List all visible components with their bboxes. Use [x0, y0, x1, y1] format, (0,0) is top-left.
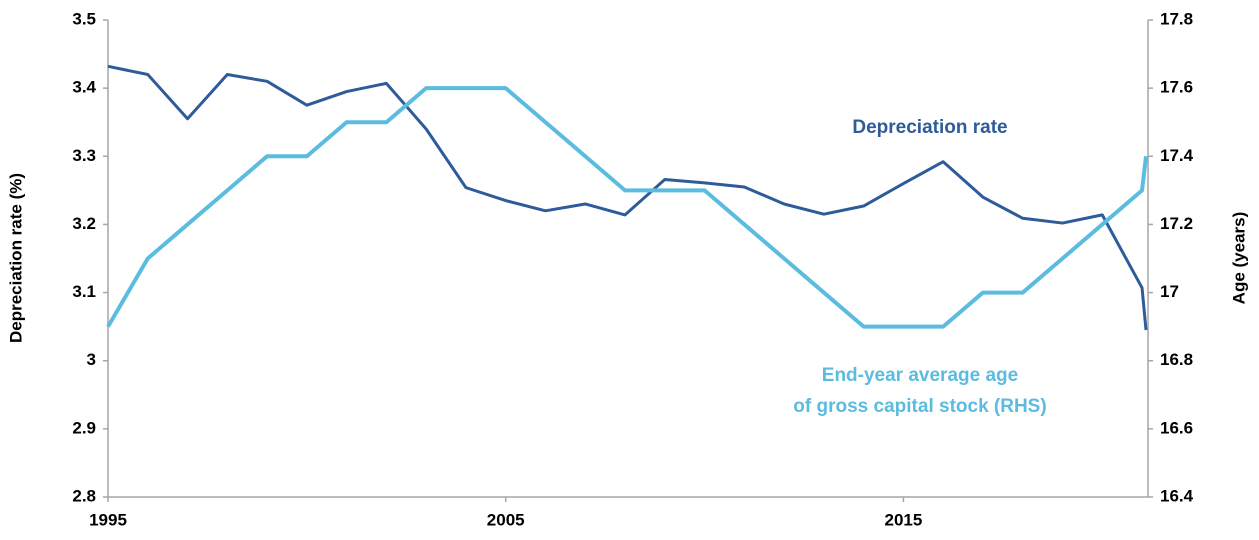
y-tick-label: 3.5	[72, 9, 96, 28]
y-tick-label: 2.9	[72, 418, 96, 437]
y2-tick-label: 16.8	[1160, 350, 1193, 369]
x-tick-label: 2005	[487, 510, 525, 529]
y2-tick-label: 17	[1160, 282, 1179, 301]
y-tick-label: 3.2	[72, 214, 96, 233]
annotation: End-year average age	[822, 365, 1018, 386]
y2-tick-label: 17.2	[1160, 214, 1193, 233]
x-tick-label: 1995	[89, 510, 127, 529]
y-tick-label: 3.4	[72, 78, 96, 97]
y-tick-label: 3.3	[72, 146, 96, 165]
y-tick-label: 3	[87, 350, 96, 369]
annotation: Depreciation rate	[852, 117, 1007, 138]
y2-tick-label: 16.4	[1160, 486, 1194, 505]
y2-tick-label: 17.6	[1160, 78, 1193, 97]
series-line	[106, 86, 1148, 329]
y2-tick-label: 16.6	[1160, 418, 1193, 437]
series-line	[107, 64, 1148, 331]
y-axis-label: Depreciation rate (%)	[6, 173, 25, 343]
y-tick-label: 3.1	[72, 282, 96, 301]
y2-tick-label: 17.4	[1160, 146, 1194, 165]
y2-axis-label: Age (years)	[1229, 212, 1248, 305]
annotation: of gross capital stock (RHS)	[793, 396, 1046, 417]
y-tick-label: 2.8	[72, 486, 96, 505]
y2-tick-label: 17.8	[1160, 9, 1193, 28]
x-tick-label: 2015	[884, 510, 922, 529]
